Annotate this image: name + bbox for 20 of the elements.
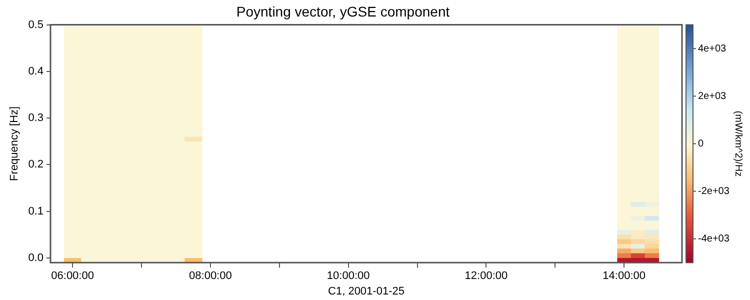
y-tick-label: 0.1 [28, 205, 44, 218]
x-tick-label: 08:00:00 [189, 270, 232, 282]
color-bar-label: 4e+03 [698, 43, 727, 54]
y-tick-label: 0.2 [28, 158, 44, 171]
color-bar-label: 0 [698, 138, 704, 150]
y-axis-title: Frequency [Hz] [8, 106, 21, 181]
x-axis-title: C1, 2001-01-25 [328, 285, 404, 298]
x-tick-label: 14:00:00 [602, 270, 646, 282]
y-tick-label: 0.3 [28, 112, 44, 124]
color-bar-title: (mW/km^2)/Hz [732, 110, 744, 177]
chart-title: Poynting vector, yGSE component [236, 3, 450, 20]
y-tick-label: 0.5 [28, 18, 44, 31]
x-tick-label: 10:00:00 [326, 270, 370, 282]
color-bar-label: -4e+03 [698, 234, 730, 245]
x-tick-label: 06:00:00 [51, 270, 94, 282]
color-bar-label: 2e+03 [698, 90, 727, 102]
x-tick-label: 12:00:00 [464, 270, 508, 282]
y-tick-label: 0.4 [28, 65, 44, 78]
y-tick-label: 0.0 [28, 252, 44, 264]
color-bar-label: -2e+03 [698, 186, 730, 198]
